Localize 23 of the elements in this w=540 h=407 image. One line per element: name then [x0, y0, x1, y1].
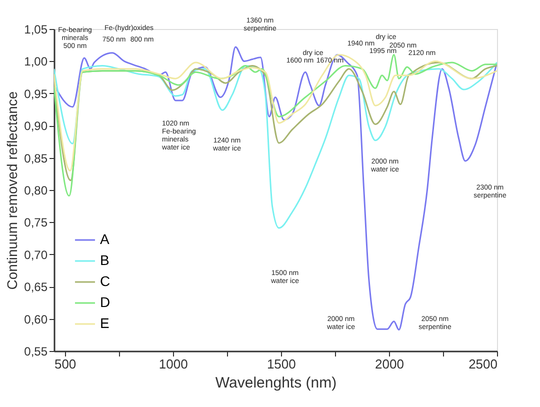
legend-label: D [100, 294, 110, 310]
y-tick-label: 0,55 [24, 344, 48, 358]
x-tick-label: 2500 [468, 356, 498, 372]
y-tick-label: 0,75 [24, 216, 48, 230]
x-tick-label: 2000 [374, 356, 404, 372]
y-tick-label: 0,80 [24, 184, 48, 198]
y-tick-label: 0,70 [24, 248, 48, 262]
x-tick-label: 1500 [266, 356, 296, 372]
x-tick-label: 500 [54, 356, 76, 372]
y-tick-label: 1,00 [24, 54, 48, 69]
legend-label: E [100, 315, 110, 331]
y-tick-label: 0,90 [24, 119, 48, 134]
legend-label: A [100, 231, 110, 247]
legend-label: C [100, 273, 110, 289]
y-tick-label: 1,05 [24, 22, 48, 36]
y-tick-label: 0,65 [24, 280, 48, 294]
legend-label: B [100, 252, 110, 268]
x-tick-label: 1000 [158, 356, 188, 372]
y-tick-label: 0,95 [24, 86, 48, 101]
y-tick-label: 0,85 [24, 151, 48, 166]
y-axis-title: Continuum removed reflectance [4, 91, 20, 290]
y-tick-label: 0,60 [24, 312, 48, 326]
x-axis-title: Wavelenghts (nm) [215, 374, 337, 392]
